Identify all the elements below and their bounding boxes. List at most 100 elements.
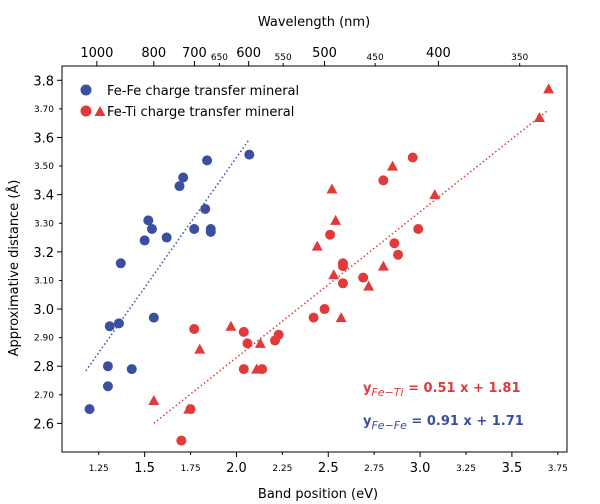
- data-point-fe-ti-triangle: [254, 337, 266, 348]
- fit-line-fe-fe: [85, 138, 250, 372]
- data-point-fe-fe: [115, 258, 126, 269]
- data-point-fe-fe: [139, 235, 150, 246]
- x-tick-label-minor: 2.75: [364, 464, 384, 474]
- data-point-fe-ti-circle: [358, 272, 369, 283]
- data-point-fe-fe: [178, 172, 189, 183]
- data-point-fe-ti-triangle: [148, 395, 160, 406]
- data-point-fe-ti-circle: [407, 152, 418, 163]
- legend-marker-fe-ti-circle: [80, 105, 92, 117]
- y-tick-label-minor: 2.90: [34, 334, 54, 344]
- data-point-fe-ti-triangle: [326, 183, 338, 194]
- plot-frame: [61, 65, 568, 453]
- data-point-fe-ti-circle: [337, 278, 348, 289]
- data-point-fe-ti-circle: [337, 261, 348, 272]
- fit-equation-fe-ti-var: y: [363, 381, 372, 396]
- fit-equation-fe-ti: yFe−Ti = 0.51 x + 1.81: [363, 381, 521, 399]
- y-tick-label: 3.6: [33, 131, 54, 146]
- data-point-fe-ti-circle: [413, 223, 424, 234]
- data-point-fe-ti-triangle: [363, 280, 375, 291]
- x-axis-title: Band position (eV): [258, 487, 378, 502]
- y-tick-label: 3.4: [33, 189, 54, 204]
- data-point-fe-ti-circle: [176, 435, 187, 446]
- data-point-fe-fe: [148, 312, 159, 323]
- y-tick-label: 2.6: [33, 417, 54, 432]
- data-point-fe-ti-triangle: [533, 111, 545, 122]
- data-point-fe-fe: [84, 404, 95, 415]
- x-tick-label: 3.0: [410, 461, 431, 476]
- data-point-fe-fe: [102, 361, 113, 372]
- data-point-fe-ti-triangle: [543, 83, 555, 94]
- data-point-fe-ti-circle: [319, 304, 330, 315]
- data-point-fe-fe: [200, 203, 211, 214]
- data-point-fe-ti-circle: [378, 175, 389, 186]
- x-tick-label-minor: 2.25: [272, 464, 292, 474]
- top-tick-label-minor: 650: [211, 53, 228, 63]
- top-tick-label-minor: 350: [511, 53, 528, 63]
- data-point-fe-fe: [205, 226, 216, 237]
- data-point-fe-ti-triangle: [251, 363, 263, 374]
- data-point-fe-fe: [161, 232, 172, 243]
- y-tick-label-minor: 3.50: [34, 162, 54, 172]
- y-axis-title: Approximative distance (Å): [6, 180, 22, 357]
- y-tick-label: 3.8: [33, 74, 54, 89]
- fit-equation-fe-fe: yFe−Fe = 0.91 x + 1.71: [363, 414, 524, 432]
- data-point-fe-fe: [174, 181, 185, 192]
- legend-marker-fe-fe: [80, 84, 92, 96]
- x-tick-label: 2.5: [318, 461, 339, 476]
- y-tick-label-minor: 3.30: [34, 219, 54, 229]
- x-tick-label-minor: 3.75: [548, 464, 568, 474]
- x-tick-label-minor: 1.25: [89, 464, 109, 474]
- top-tick-label: 400: [426, 46, 451, 61]
- top-axis-title: Wavelength (nm): [258, 15, 370, 30]
- legend: Fe-Fe charge transfer mineral Fe-Ti char…: [80, 84, 299, 120]
- top-tick-label: 700: [182, 46, 207, 61]
- data-point-fe-ti-triangle: [429, 189, 441, 200]
- y-tick-label-minor: 2.70: [34, 391, 54, 401]
- x-tick-label: 1.5: [134, 461, 155, 476]
- y-tick-label-minor: 3.10: [34, 276, 54, 286]
- x-tick-label: 2.0: [226, 461, 247, 476]
- data-point-fe-fe: [126, 364, 137, 375]
- data-point-fe-fe: [202, 155, 213, 166]
- data-point-fe-ti-triangle: [330, 214, 342, 225]
- legend-marker-fe-ti-triangle: [94, 106, 106, 116]
- y-tick-label: 3.0: [33, 303, 54, 318]
- fit-equation-fe-fe-rest: = 0.91 x + 1.71: [407, 414, 524, 429]
- data-point-fe-ti-triangle: [335, 312, 347, 323]
- data-point-fe-fe: [102, 381, 113, 392]
- fit-equation-fe-fe-var: y: [363, 414, 372, 429]
- top-tick-label: 1000: [80, 46, 113, 61]
- plot-area: 1.5 2.0 2.5 3.0 3.5 1.25 1.75 2.25 2.75 3.25 3.75 2…: [33, 46, 568, 476]
- data-point-fe-ti-triangle: [311, 240, 323, 251]
- x-tick-label: 3.5: [502, 461, 523, 476]
- data-point-fe-ti-circle: [242, 338, 253, 349]
- top-tick-label: 800: [141, 46, 166, 61]
- data-point-fe-ti-triangle: [328, 269, 340, 280]
- data-point-fe-fe: [146, 223, 157, 234]
- data-point-fe-ti-triangle: [225, 320, 237, 331]
- data-point-fe-ti-circle: [238, 364, 249, 375]
- data-point-fe-ti-circle: [273, 329, 284, 340]
- data-point-fe-fe: [244, 149, 255, 160]
- data-point-fe-ti-circle: [393, 249, 404, 260]
- data-point-fe-ti-triangle: [387, 160, 399, 171]
- data-point-fe-ti-circle: [308, 312, 319, 323]
- data-point-fe-ti-circle: [189, 324, 200, 335]
- fit-equation-fe-ti-rest: = 0.51 x + 1.81: [404, 381, 521, 396]
- fit-line-fe-ti: [153, 109, 550, 424]
- data-point-fe-ti-triangle: [194, 343, 206, 354]
- data-point-fe-ti-circle: [389, 238, 400, 249]
- x-tick-label-minor: 1.75: [181, 464, 201, 474]
- top-tick-label: 500: [312, 46, 337, 61]
- data-point-fe-ti-circle: [238, 326, 249, 337]
- legend-label-fe-ti: Fe-Ti charge transfer mineral: [107, 105, 294, 120]
- fit-equation-fe-ti-subscript: Fe−Ti: [371, 386, 403, 399]
- y-tick-label-minor: 3.70: [34, 105, 54, 115]
- top-tick-label-minor: 450: [367, 53, 384, 63]
- x-tick-label-minor: 3.25: [456, 464, 476, 474]
- y-tick-label: 3.2: [33, 246, 54, 261]
- top-tick-label: 600: [236, 46, 261, 61]
- data-point-fe-ti-triangle: [377, 260, 389, 271]
- data-point-fe-ti-triangle: [183, 403, 195, 414]
